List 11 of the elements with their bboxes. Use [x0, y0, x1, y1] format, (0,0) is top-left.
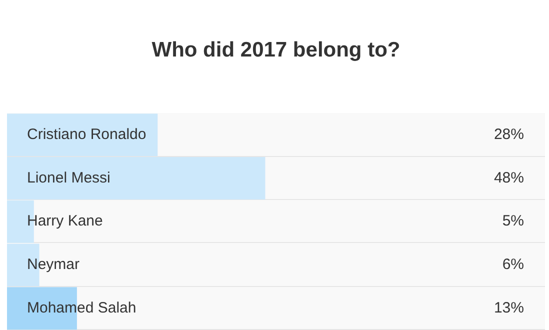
chart-title: Who did 2017 belong to?: [152, 38, 400, 62]
y-tick-label: Mohamed Salah: [27, 299, 136, 316]
data-label: 48%: [494, 169, 524, 186]
data-label: 28%: [494, 126, 524, 144]
y-tick-label: Neymar: [27, 256, 80, 274]
y-tick-label: Lionel Messi: [27, 169, 110, 186]
y-tick-label: Cristiano Ronaldo: [27, 126, 146, 144]
data-label: 5%: [502, 212, 524, 230]
y-tick-label: Harry Kane: [27, 212, 103, 230]
data-label: 6%: [502, 256, 524, 274]
data-label: 13%: [494, 299, 524, 316]
